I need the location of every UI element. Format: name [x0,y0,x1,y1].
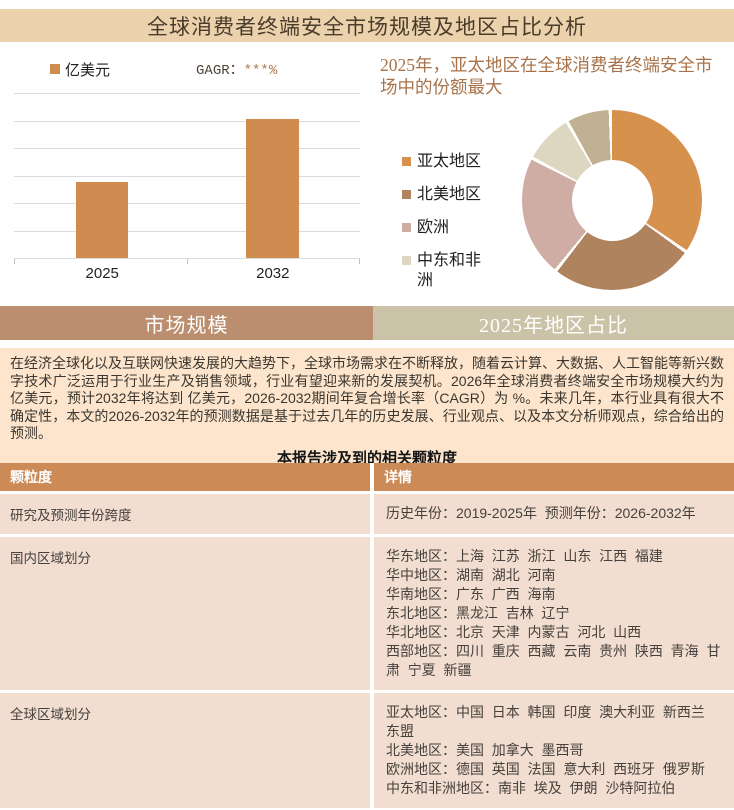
bar-chart-panel: 亿美元 GAGR：***% 2025 2032 [0,50,372,303]
row-detail: 亚太地区：中国 日本 韩国 印度 澳大利亚 新西兰 东盟 北美地区：美国 加拿大 … [374,693,734,808]
row-detail: 历史年份：2019-2025年 预测年份：2026-2032年 [374,494,734,534]
donut-heading: 2025年，亚太地区在全球消费者终端安全市场中的份额最大 [380,55,713,97]
cagr-annotation: GAGR：***% [196,59,277,79]
legend-swatch-icon [402,256,411,265]
legend-swatch-icon [402,157,411,166]
tab-region-share[interactable]: 2025年地区占比 [373,306,734,340]
row-label: 国内区域划分 [0,537,370,690]
donut-area: 亚太地区北美地区欧洲中东和非洲 [372,108,734,304]
row-label: 全球区域划分 [0,693,370,808]
bar-chart [14,93,360,264]
gridline [14,230,360,232]
row-detail: 华东地区：上海 江苏 浙江 山东 江西 福建 华中地区：湖南 湖北 河南 华南地区：… [374,537,734,690]
header-bar: 全球消费者终端安全市场规模及地区占比分析 [0,9,734,42]
table-heading: 本报告涉及到的相关颗粒度 [276,449,457,464]
bar-legend-label: 亿美元 [65,61,111,79]
x-axis-tick [359,258,360,264]
summary-paragraph: 在经济全球化以及互联网快速发展的大趋势下，全球市场需求在不断释放，随着云计算、大… [10,355,728,441]
gridline [14,148,360,149]
gridline [14,258,360,259]
gridline [14,203,360,204]
x-tick-label: 2032 [256,265,290,282]
gridline [14,120,360,122]
donut-chart-panel: 2025年，亚太地区在全球消费者终端安全市场中的份额最大 亚太地区北美地区欧洲中… [372,50,734,303]
table-header-row: 颗粒度 详情 [0,463,734,491]
x-axis-labels: 2025 2032 [14,265,360,285]
gridline [14,175,360,177]
gridline [14,93,360,94]
legend-item: 欧洲 [402,218,522,238]
x-axis-tick [187,258,188,264]
x-axis-tick [14,258,15,264]
table-row: 全球区域划分 亚太地区：中国 日本 韩国 印度 澳大利亚 新西兰 东盟 北美地区：美… [0,693,734,808]
legend-item: 北美地区 [402,185,522,205]
donut-chart [522,110,702,290]
legend-item: 亚太地区 [402,152,522,172]
table-row: 国内区域划分 华东地区：上海 江苏 浙江 山东 江西 福建 华中地区：湖南 湖北 河… [0,537,734,690]
page-title: 全球消费者终端安全市场规模及地区占比分析 [147,14,587,39]
bar-2025 [76,182,129,258]
legend-label: 欧洲 [417,219,450,236]
legend-label: 北美地区 [417,186,482,203]
granularity-table: 颗粒度 详情 研究及预测年份跨度 历史年份：2019-2025年 预测年份：202… [0,463,734,810]
legend-item: 中东和非洲 [402,251,522,291]
charts-section: 亿美元 GAGR：***% 2025 2032 2025年，亚太地区在全球消费者终… [0,50,734,303]
cagr-label: GAGR： [196,63,244,79]
section-tabs: 市场规模 2025年地区占比 [0,306,734,340]
legend-label: 中东和非洲 [417,252,482,289]
table-header-granularity: 颗粒度 [0,463,370,491]
table-row: 研究及预测年份跨度 历史年份：2019-2025年 预测年份：2026-2032年 [0,494,734,534]
granularity-table-body: 研究及预测年份跨度 历史年份：2019-2025年 预测年份：2026-2032年… [0,494,734,810]
legend-label: 亚太地区 [417,153,482,170]
legend-swatch-icon [402,223,411,232]
bar-chart-legend: 亿美元 GAGR：***% [50,58,372,80]
x-tick-label: 2025 [85,265,119,282]
legend-swatch-icon [50,64,60,74]
bar-2032 [245,119,300,258]
tab-market-size[interactable]: 市场规模 [0,306,373,340]
cagr-value: ***% [243,63,278,79]
donut-legend: 亚太地区北美地区欧洲中东和非洲 [372,108,522,304]
summary-block: 在经济全球化以及互联网快速发展的大趋势下，全球市场需求在不断释放，随着云计算、大… [0,348,734,463]
table-header-detail: 详情 [374,463,734,491]
legend-swatch-icon [402,190,411,199]
row-label: 研究及预测年份跨度 [0,494,370,534]
